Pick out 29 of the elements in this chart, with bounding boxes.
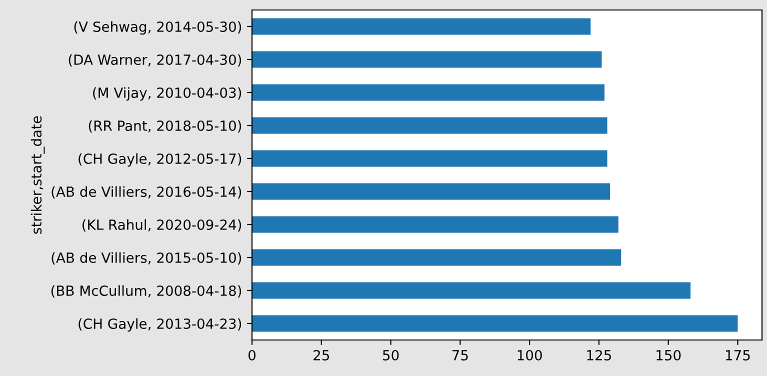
x-tick-label: 175 xyxy=(726,350,750,360)
y-tick-label: (CH Gayle, 2012-05-17) xyxy=(78,153,242,167)
y-axis-title: striker,start_date xyxy=(30,116,45,234)
bar xyxy=(252,183,610,200)
y-tick-label: (V Sehwag, 2014-05-30) xyxy=(74,21,242,35)
y-tick-label: (AB de Villiers, 2016-05-14) xyxy=(52,186,242,199)
x-tick-label: 50 xyxy=(383,350,399,360)
x-tick-label: 25 xyxy=(314,350,330,360)
bar xyxy=(252,51,602,68)
y-tick-label: (BB McCullum, 2008-04-18) xyxy=(51,285,242,298)
x-tick-label: 0 xyxy=(248,350,256,360)
bar xyxy=(252,249,622,266)
y-tick-label: (RR Pant, 2018-05-10) xyxy=(88,120,242,133)
y-tick-label: (AB de Villiers, 2015-05-10) xyxy=(52,252,242,265)
x-tick-label: 100 xyxy=(518,350,542,360)
bar xyxy=(252,216,618,233)
y-tick-label: (DA Warner, 2017-04-30) xyxy=(68,54,242,67)
y-tick-label: (CH Gayle, 2013-04-23) xyxy=(78,318,242,332)
bar xyxy=(252,18,591,35)
x-tick-label: 75 xyxy=(452,350,468,360)
bar xyxy=(252,315,738,332)
bar xyxy=(252,282,691,299)
y-tick-label: (KL Rahul, 2020-09-24) xyxy=(82,219,242,232)
x-tick-label: 150 xyxy=(656,350,681,360)
bar xyxy=(252,150,608,167)
x-tick-label: 125 xyxy=(587,350,611,360)
bar xyxy=(252,84,604,101)
y-tick-label: (M Vijay, 2010-04-03) xyxy=(93,87,242,101)
bar xyxy=(252,117,608,134)
